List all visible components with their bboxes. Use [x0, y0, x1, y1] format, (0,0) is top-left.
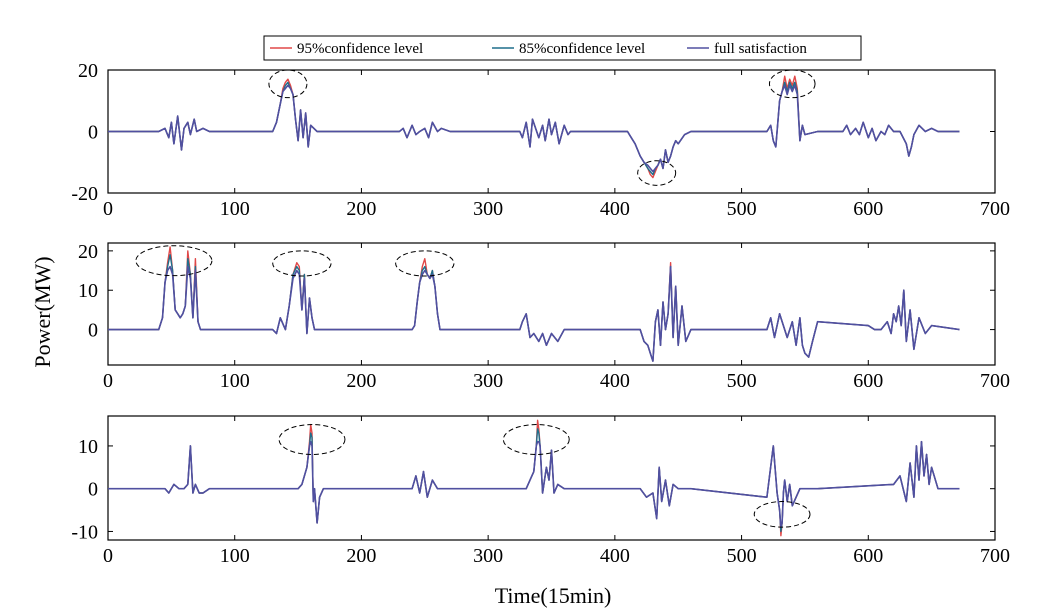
series-line-full-satisfaction [108, 440, 960, 529]
x-tick-label: 200 [346, 370, 376, 392]
x-tick-label: 600 [853, 370, 883, 392]
y-tick-label: 0 [88, 479, 98, 501]
x-tick-label: 700 [980, 545, 1010, 567]
x-tick-label: 700 [980, 198, 1010, 220]
plot-frame [107, 242, 996, 366]
y-tick-label: 0 [88, 320, 98, 342]
x-tick-label: 700 [980, 370, 1010, 392]
y-tick-label: 10 [78, 436, 98, 458]
x-tick-label: 100 [220, 545, 250, 567]
x-tick-label: 600 [853, 198, 883, 220]
plot-frame [107, 415, 996, 541]
x-axis-title: Time(15min) [495, 583, 612, 608]
y-tick-label: 20 [78, 60, 98, 82]
x-tick-label: 500 [727, 198, 757, 220]
x-tick-label: 500 [727, 370, 757, 392]
x-tick-label: 400 [600, 198, 630, 220]
x-tick-label: 500 [727, 545, 757, 567]
highlight-ellipse [395, 250, 455, 277]
series-line-85-confidence-level [108, 81, 960, 176]
x-tick-label: 100 [220, 198, 250, 220]
x-tick-label: 400 [600, 370, 630, 392]
highlight-ellipse [135, 245, 213, 277]
x-tick-label: 200 [346, 198, 376, 220]
highlight-ellipse [268, 69, 308, 99]
highlight-ellipse [637, 160, 677, 186]
panel-2: 0 100 200 300 400 500 600 700 0 10 20 [78, 241, 1010, 392]
x-tick-label: 400 [600, 545, 630, 567]
series-line-85-confidence-level [108, 428, 960, 533]
x-tick-label: 300 [473, 198, 503, 220]
x-tick-label: 0 [103, 198, 113, 220]
y-tick-label: -10 [71, 521, 98, 543]
legend: 95%confidence level 85%confidence level … [263, 35, 862, 61]
x-tick-label: 600 [853, 545, 883, 567]
y-tick-label: 0 [88, 122, 98, 144]
highlight-ellipse [502, 424, 570, 455]
series-line-85-confidence-level [108, 254, 960, 362]
x-tick-label: 200 [346, 545, 376, 567]
highlight-ellipse [272, 250, 332, 277]
highlight-ellipse [768, 69, 816, 99]
legend-label-95: 95%confidence level [297, 41, 423, 57]
x-tick-label: 0 [103, 545, 113, 567]
y-axis-title: Power(MW) [30, 256, 55, 367]
highlight-ellipse [753, 501, 811, 528]
y-tick-label: 20 [78, 241, 98, 263]
y-tick-label: 10 [78, 280, 98, 302]
series-line-95-confidence-level [108, 75, 960, 179]
x-tick-label: 100 [220, 370, 250, 392]
series-line-95-confidence-level [108, 419, 960, 537]
series-line-full-satisfaction [108, 84, 960, 173]
series-line-95-confidence-level [108, 246, 960, 362]
x-tick-label: 0 [103, 370, 113, 392]
series-line-full-satisfaction [108, 265, 960, 362]
legend-box [263, 35, 862, 61]
legend-label-full: full satisfaction [714, 41, 807, 57]
x-tick-label: 300 [473, 370, 503, 392]
highlight-ellipse [278, 424, 346, 455]
y-tick-label: -20 [71, 183, 98, 205]
legend-label-85: 85%confidence level [519, 41, 645, 57]
x-tick-label: 300 [473, 545, 503, 567]
